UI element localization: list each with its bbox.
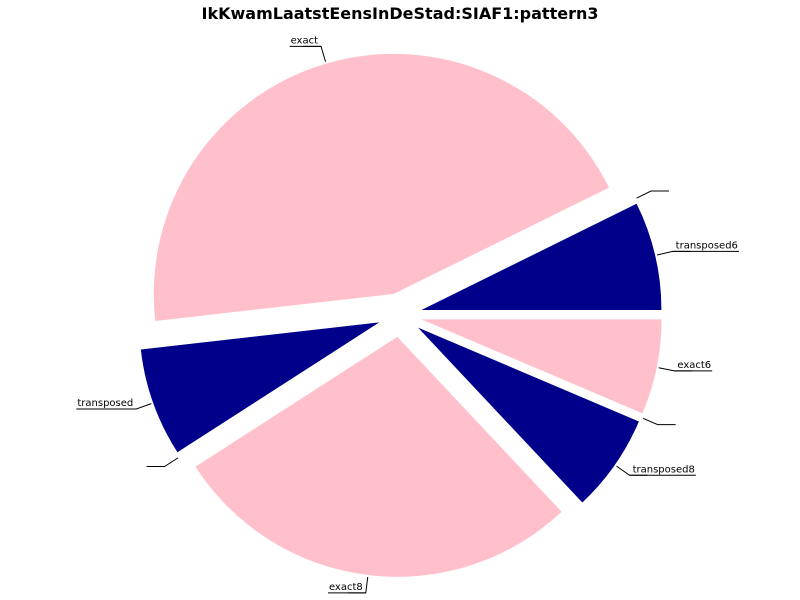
leader-line-0 [656,250,691,256]
leader-line-2 [303,45,327,62]
pie-slice-2-exact [153,53,609,321]
slice-label-2-exact: exact [291,35,319,46]
slice-label-8-exact6: exact6 [677,360,711,371]
leader-lines [76,45,739,594]
chart-title: IkKwamLaatstEensInDeStad:SIAF1:pattern3 [202,4,599,23]
leader-line-1 [636,190,670,199]
pie-slice-6-transposed8 [418,327,639,503]
slice-labels: transposed6 exact transposed exact8 transpos… [77,35,738,593]
pie-slices [140,53,662,577]
slice-label-3-transposed: transposed [77,398,133,409]
leader-line-4 [146,457,179,468]
pie-slice-8-exact6 [421,319,662,414]
pie-slice-0-transposed6 [421,203,662,310]
pie-slice-3-transposed [140,322,380,453]
leader-line-7 [642,417,676,426]
pie-slice-5-exact8 [195,336,562,577]
slice-label-6-transposed8: transposed8 [633,464,695,475]
slice-label-5-exact8: exact8 [329,582,363,593]
slice-label-0-transposed6: transposed6 [676,240,738,251]
